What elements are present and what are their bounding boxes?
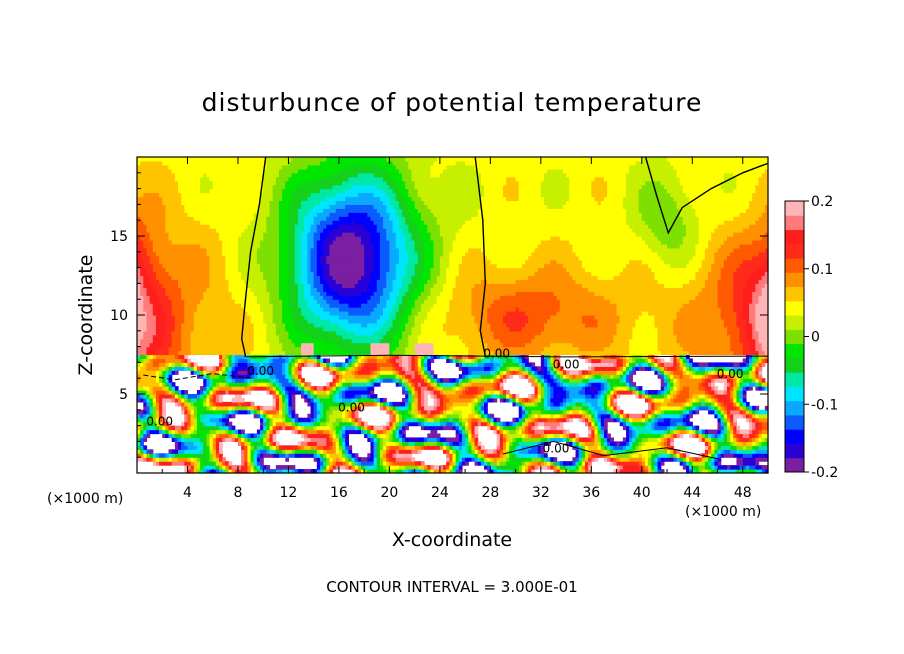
colorbar-swatch [785,229,804,245]
contour-label: 0.00 [543,442,570,456]
colorbar-swatch [785,315,804,330]
x-tick-label: 48 [734,485,752,501]
temperature-field [137,157,769,474]
x-unit-left: (×1000 m) [47,491,123,507]
colorbar: 0.2 0.1 0 -0.1 -0.2 [784,194,838,481]
x-tick-label: 32 [532,485,550,501]
colorbar-swatch [785,429,804,444]
contour-label: 0.00 [483,347,510,361]
contour-lines [143,156,769,460]
contour-label: 0.00 [553,358,580,372]
colorbar-swatch [785,258,804,273]
colorbar-swatch [785,443,804,459]
x-tick-label: 8 [233,485,242,501]
contour-label: 0.00 [717,367,744,381]
contour-label: 0.00 [338,400,365,414]
y-axis: 5 10 15 [110,172,768,458]
x-tick-label: 28 [481,485,499,501]
colorbar-swatch [785,300,804,316]
y-axis-label: Z-coordinate [75,255,97,376]
colorbar-swatch [785,457,804,473]
x-tick-label: 24 [431,485,449,501]
contour-label: 0.00 [146,415,173,429]
colorbar-swatch [785,343,804,359]
x-tick-label: 40 [633,485,651,501]
colorbar-swatch [785,329,804,345]
x-axis-label: X-coordinate [392,529,512,551]
x-tick-label: 20 [380,485,398,501]
colorbar-swatch [785,400,804,416]
colorbar-swatch [785,243,804,259]
x-unit-right: (×1000 m) [685,504,761,520]
x-tick-label: 36 [582,485,600,501]
colorbar-tick-label: 0 [811,330,820,346]
colorbar-swatch [785,201,804,216]
plot-area: 0.00 0.00 0.00 0.00 0.00 0.00 0.00 [136,156,769,474]
colorbar-tick-label: 0.1 [811,262,833,278]
colorbar-swatch [785,372,804,387]
colorbar-swatch [785,215,804,231]
y-tick-label: 5 [119,387,128,403]
x-tick-label: 16 [330,485,348,501]
contour-labels: 0.00 0.00 0.00 0.00 0.00 0.00 0.00 [146,347,743,456]
y-tick-label: 10 [110,308,128,324]
chart-title: disturbunce of potential temperature [202,88,703,117]
colorbar-swatch [785,386,804,402]
colorbar-swatch [785,414,804,430]
colorbar-swatch [785,286,804,302]
colorbar-swatch [785,272,804,288]
x-tick-label: 4 [183,485,192,501]
x-axis: 4 8 12 16 20 24 28 32 36 40 44 48 [161,157,752,501]
colorbar-tick-label: 0.2 [811,194,833,210]
x-tick-label: 12 [280,485,298,501]
y-tick-label: 15 [110,229,128,245]
colorbar-swatch [785,357,804,373]
colorbar-tick-label: -0.1 [811,397,838,413]
x-tick-label: 44 [683,485,701,501]
contour-label: 0.00 [247,364,274,378]
contour-interval-note: CONTOUR INTERVAL = 3.000E-01 [326,578,577,596]
colorbar-tick-label: -0.2 [811,465,838,481]
